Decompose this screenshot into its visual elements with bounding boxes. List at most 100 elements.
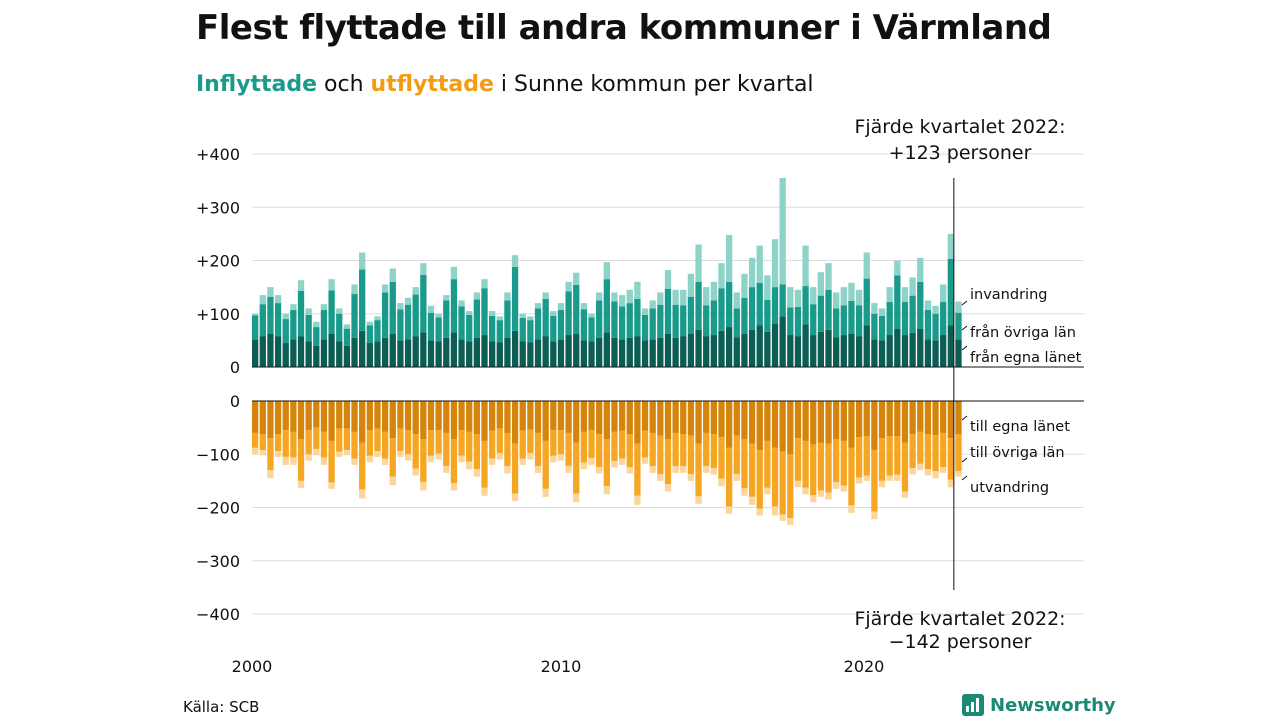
bar-ut-utvandring — [435, 453, 442, 460]
bar-in-invandring — [596, 292, 603, 301]
label-pointer — [961, 325, 968, 331]
bar-in-ovriga — [504, 300, 511, 338]
bar-in-egna — [427, 340, 435, 367]
bar-ut-ovriga — [947, 438, 954, 480]
inflow-bars — [252, 177, 962, 367]
bar-in-ovriga — [596, 300, 603, 338]
bar-in-invandring — [412, 287, 419, 295]
bar-in-invandring — [657, 292, 664, 305]
bar-in-ovriga — [381, 292, 389, 338]
bar-ut-egna — [863, 401, 870, 437]
bar-in-egna — [787, 335, 794, 367]
bar-in-egna — [466, 341, 473, 367]
y-tick-label-top: +300 — [196, 198, 240, 217]
bar-in-egna — [588, 341, 595, 367]
bar-in-ovriga — [458, 306, 465, 340]
bar-in-ovriga — [771, 287, 779, 324]
bar-ut-ovriga — [274, 434, 282, 452]
bar-ut-ovriga — [779, 451, 786, 515]
outflow-bars — [252, 401, 962, 526]
bar-in-invandring — [871, 303, 878, 314]
bar-ut-egna — [282, 401, 289, 431]
bar-in-egna — [381, 337, 389, 367]
bar-ut-utvandring — [825, 492, 832, 500]
bar-ut-utvandring — [680, 465, 687, 473]
bar-in-invandring — [290, 304, 297, 311]
bar-in-egna — [932, 340, 939, 367]
bar-ut-egna — [741, 401, 748, 440]
bar-ut-utvandring — [397, 451, 404, 457]
bar-in-egna — [802, 324, 809, 367]
bar-in-invandring — [955, 301, 962, 313]
bar-in-egna — [611, 337, 618, 367]
bar-ut-egna — [404, 401, 412, 431]
bar-in-egna — [603, 332, 610, 367]
bar-in-ovriga — [511, 266, 519, 331]
bar-ut-utvandring — [657, 473, 664, 481]
bar-in-invandring — [397, 303, 404, 310]
bar-ut-egna — [596, 401, 603, 435]
bar-ut-egna — [297, 401, 305, 440]
label-invandring: invandring — [970, 287, 1047, 303]
bar-ut-utvandring — [290, 457, 297, 465]
bar-in-invandring — [901, 287, 909, 303]
bar-ut-ovriga — [404, 430, 412, 455]
bar-in-ovriga — [764, 299, 771, 332]
bar-ut-egna — [725, 401, 733, 448]
bar-ut-egna — [366, 401, 373, 431]
bar-in-ovriga — [955, 312, 962, 340]
bar-ut-ovriga — [488, 430, 496, 459]
bar-ut-utvandring — [336, 451, 343, 457]
bar-ut-utvandring — [764, 487, 771, 495]
bar-in-egna — [901, 335, 909, 367]
bar-ut-egna — [305, 401, 312, 431]
bar-ut-ovriga — [932, 435, 939, 472]
bar-ut-ovriga — [901, 442, 909, 492]
bar-in-egna — [580, 340, 588, 367]
bar-in-invandring — [611, 292, 618, 302]
bar-in-ovriga — [840, 305, 847, 336]
bar-in-ovriga — [618, 306, 626, 340]
bar-in-ovriga — [894, 275, 901, 329]
bar-in-invandring — [947, 233, 954, 259]
bar-in-invandring — [802, 245, 809, 287]
bar-ut-utvandring — [404, 454, 412, 461]
bar-in-egna — [389, 333, 396, 367]
bar-ut-utvandring — [381, 458, 389, 465]
bar-ut-ovriga — [282, 430, 289, 457]
bar-ut-utvandring — [588, 457, 595, 465]
annotations: Fjärde kvartalet 2022: +123 personer Fjärd… — [854, 116, 1081, 653]
bar-in-ovriga — [833, 308, 840, 338]
bar-in-ovriga — [427, 312, 435, 341]
bar-in-egna — [259, 336, 266, 367]
bar-in-invandring — [458, 300, 465, 307]
bar-ut-ovriga — [481, 440, 488, 488]
bar-in-ovriga — [359, 269, 366, 331]
bar-ut-egna — [649, 401, 656, 433]
bar-ut-ovriga — [588, 430, 595, 458]
bar-ut-utvandring — [488, 458, 496, 465]
bar-in-invandring — [733, 292, 740, 309]
bar-in-invandring — [932, 305, 939, 314]
bar-in-egna — [282, 343, 289, 367]
bar-in-egna — [435, 341, 442, 367]
bar-ut-egna — [687, 401, 695, 436]
bar-ut-egna — [557, 401, 565, 431]
bar-ut-ovriga — [894, 436, 901, 475]
bar-ut-egna — [733, 401, 740, 436]
bar-ut-ovriga — [435, 430, 442, 454]
bar-in-egna — [366, 343, 373, 367]
bar-ut-egna — [680, 401, 687, 435]
bar-in-ovriga — [580, 309, 588, 341]
bar-ut-egna — [894, 401, 901, 437]
annotation-bottom-line2: −142 personer — [889, 631, 1032, 653]
x-tick-label: 2010 — [541, 657, 582, 676]
bar-ut-egna — [450, 401, 458, 440]
bar-ut-egna — [427, 401, 435, 431]
bar-ut-ovriga — [496, 428, 503, 454]
bar-ut-egna — [336, 401, 343, 429]
bar-ut-utvandring — [802, 487, 809, 495]
bar-ut-utvandring — [580, 462, 588, 470]
bar-ut-egna — [374, 401, 381, 429]
label-fran-ovriga: från övriga län — [970, 324, 1076, 341]
